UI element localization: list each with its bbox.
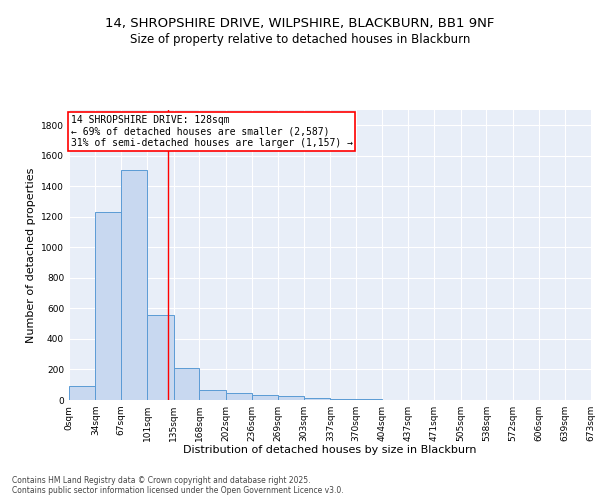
Bar: [356, 399, 382, 400]
Bar: [69, 386, 95, 400]
Text: Size of property relative to detached houses in Blackburn: Size of property relative to detached ho…: [130, 32, 470, 46]
Bar: [174, 368, 199, 400]
Bar: [148, 314, 174, 400]
Text: 14, SHROPSHIRE DRIVE, WILPSHIRE, BLACKBURN, BB1 9NF: 14, SHROPSHIRE DRIVE, WILPSHIRE, BLACKBU…: [106, 18, 494, 30]
Text: 14 SHROPSHIRE DRIVE: 128sqm
← 69% of detached houses are smaller (2,587)
31% of : 14 SHROPSHIRE DRIVE: 128sqm ← 69% of det…: [71, 114, 353, 148]
Y-axis label: Number of detached properties: Number of detached properties: [26, 168, 35, 342]
X-axis label: Distribution of detached houses by size in Blackburn: Distribution of detached houses by size …: [183, 446, 477, 456]
Bar: [331, 399, 356, 400]
Bar: [199, 390, 226, 400]
Bar: [304, 398, 331, 400]
Bar: [252, 394, 278, 400]
Bar: [226, 393, 252, 400]
Text: Contains HM Land Registry data © Crown copyright and database right 2025.
Contai: Contains HM Land Registry data © Crown c…: [12, 476, 344, 495]
Bar: [121, 170, 148, 400]
Bar: [95, 212, 121, 400]
Bar: [278, 396, 304, 400]
